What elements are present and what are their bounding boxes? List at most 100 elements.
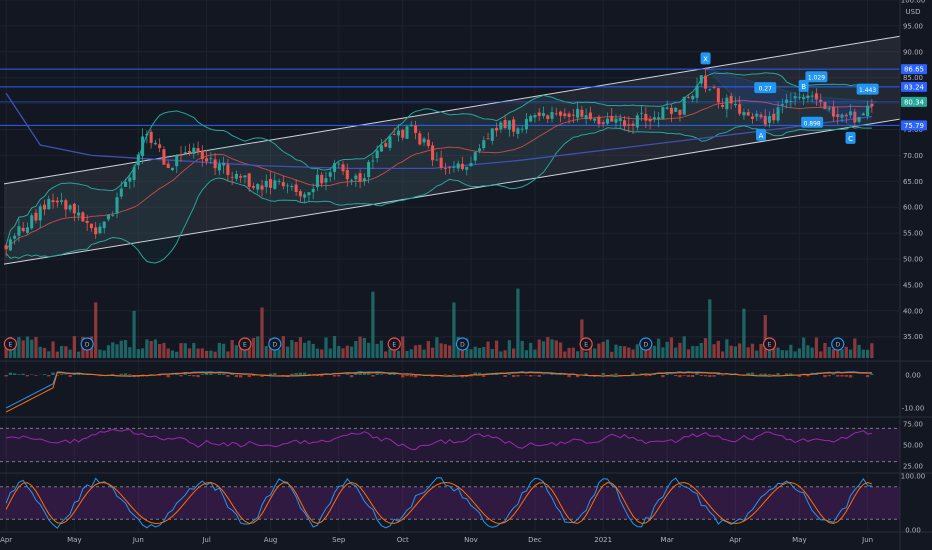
volume-bar: [170, 350, 175, 358]
volume-bar: [848, 349, 853, 358]
volume-bar: [68, 349, 72, 358]
price-tick-label: 45.00: [903, 281, 923, 289]
macd-histogram-bar: [413, 375, 418, 378]
volume-bar: [652, 345, 656, 358]
macd-histogram-bar: [682, 375, 686, 376]
candle-body: [106, 214, 111, 220]
price-tick-label: 65.00: [903, 178, 923, 186]
macd-histogram-bar: [192, 375, 196, 377]
volume-bar: [25, 336, 30, 358]
candle-body: [503, 120, 507, 129]
macd-histogram-bar: [17, 374, 21, 375]
macd-histogram-bar: [59, 374, 64, 375]
time-tick-label: Nov: [464, 536, 478, 544]
volume-bar: [183, 343, 187, 358]
dividend-marker: [80, 337, 94, 351]
volume-bar: [153, 339, 158, 358]
macd-histogram-bar: [302, 372, 307, 375]
candle-body: [68, 205, 72, 210]
macd-histogram-bar: [844, 375, 848, 377]
volume-bar: [362, 337, 366, 358]
candle-body: [426, 139, 430, 146]
candle-body: [576, 108, 580, 118]
macd-histogram-bar: [226, 375, 230, 377]
candle-body: [281, 182, 285, 187]
candle-body: [4, 245, 8, 250]
time-axis[interactable]: Apr May Jun Jul Aug Sep Oct Nov Dec 2021 Mar Apr May…: [0, 536, 873, 544]
volume-bar: [601, 341, 605, 358]
price-tick-label: 50.00: [903, 255, 923, 263]
macd-histogram-bar: [175, 373, 179, 375]
volume-bar: [47, 351, 51, 358]
event-marker-label: E: [584, 342, 588, 349]
rsi-tick-label: 50.00: [903, 442, 923, 450]
candle-body: [396, 130, 401, 136]
macd-histogram-bar: [418, 375, 422, 376]
candle-body: [533, 115, 537, 118]
candle-body: [145, 134, 149, 136]
price-label-badge: [901, 96, 927, 107]
volume-bar: [844, 346, 848, 358]
volume-bar: [375, 343, 379, 358]
volume-bar: [290, 340, 294, 358]
candle-body: [222, 162, 226, 166]
ratio-label: 0.27: [759, 86, 773, 93]
macd-histogram-bar: [119, 373, 123, 375]
volume-bar: [610, 351, 614, 358]
candle-body: [192, 147, 196, 154]
candle-body: [85, 220, 89, 223]
candle-body: [695, 85, 699, 98]
macd-histogram-bar: [315, 375, 320, 376]
event-marker-label: E: [8, 342, 12, 349]
price-label-text: 83.24: [904, 83, 925, 91]
candle-body: [42, 204, 47, 210]
macd-pane: [4, 371, 874, 413]
horizontal-levels[interactable]: [0, 68, 900, 126]
price-axis[interactable]: 100.0095.0090.0085.0080.0075.0070.0065.0…: [899, 0, 927, 550]
macd-histogram-bar: [469, 375, 473, 377]
earnings-marker: [3, 337, 17, 351]
time-tick-label: Mar: [661, 536, 674, 544]
volume-bar: [622, 346, 627, 358]
candle-body: [166, 163, 170, 169]
volume-bar: [307, 340, 311, 358]
candle-body: [132, 167, 136, 180]
ratio-label: 1.029: [808, 75, 825, 82]
macd-histogram-bar: [345, 374, 350, 375]
harmonic-pattern[interactable]: X A B C 0.27 1.029 0.898 1.443: [700, 52, 879, 144]
volume-bar: [865, 349, 870, 358]
macd-histogram-bar: [507, 374, 512, 375]
volume-bar: [111, 342, 115, 358]
candle-body: [772, 113, 776, 121]
volume-bar: [563, 351, 567, 358]
pattern-point-label: A: [759, 132, 764, 140]
candle-body: [827, 108, 831, 110]
candle-body: [631, 123, 635, 126]
stoch-tick-label: 100.00: [901, 473, 926, 481]
volume-bar: [281, 336, 285, 358]
volume-bar: [473, 346, 477, 358]
volume-bar: [691, 346, 695, 358]
macd-histogram-bar: [776, 373, 780, 375]
volume-bar: [51, 341, 55, 358]
price-label-text: 75.79: [904, 122, 924, 130]
volume-bar: [686, 349, 691, 358]
price-label-badge: [901, 81, 927, 92]
candle-body: [584, 115, 588, 119]
time-tick-label: Dec: [528, 536, 542, 544]
volume-bar: [4, 342, 8, 358]
candle-body: [465, 166, 469, 170]
candle-body: [443, 168, 447, 170]
volume-bar: [371, 291, 375, 358]
candle-body: [529, 115, 533, 122]
volume-bar: [819, 351, 823, 358]
price-tick-label: 55.00: [903, 230, 923, 238]
candle-body: [55, 200, 59, 203]
volume-bar: [618, 345, 622, 358]
macd-histogram-bar: [392, 373, 396, 375]
macd-histogram-bar: [21, 373, 25, 375]
macd-histogram-bar: [34, 375, 38, 376]
